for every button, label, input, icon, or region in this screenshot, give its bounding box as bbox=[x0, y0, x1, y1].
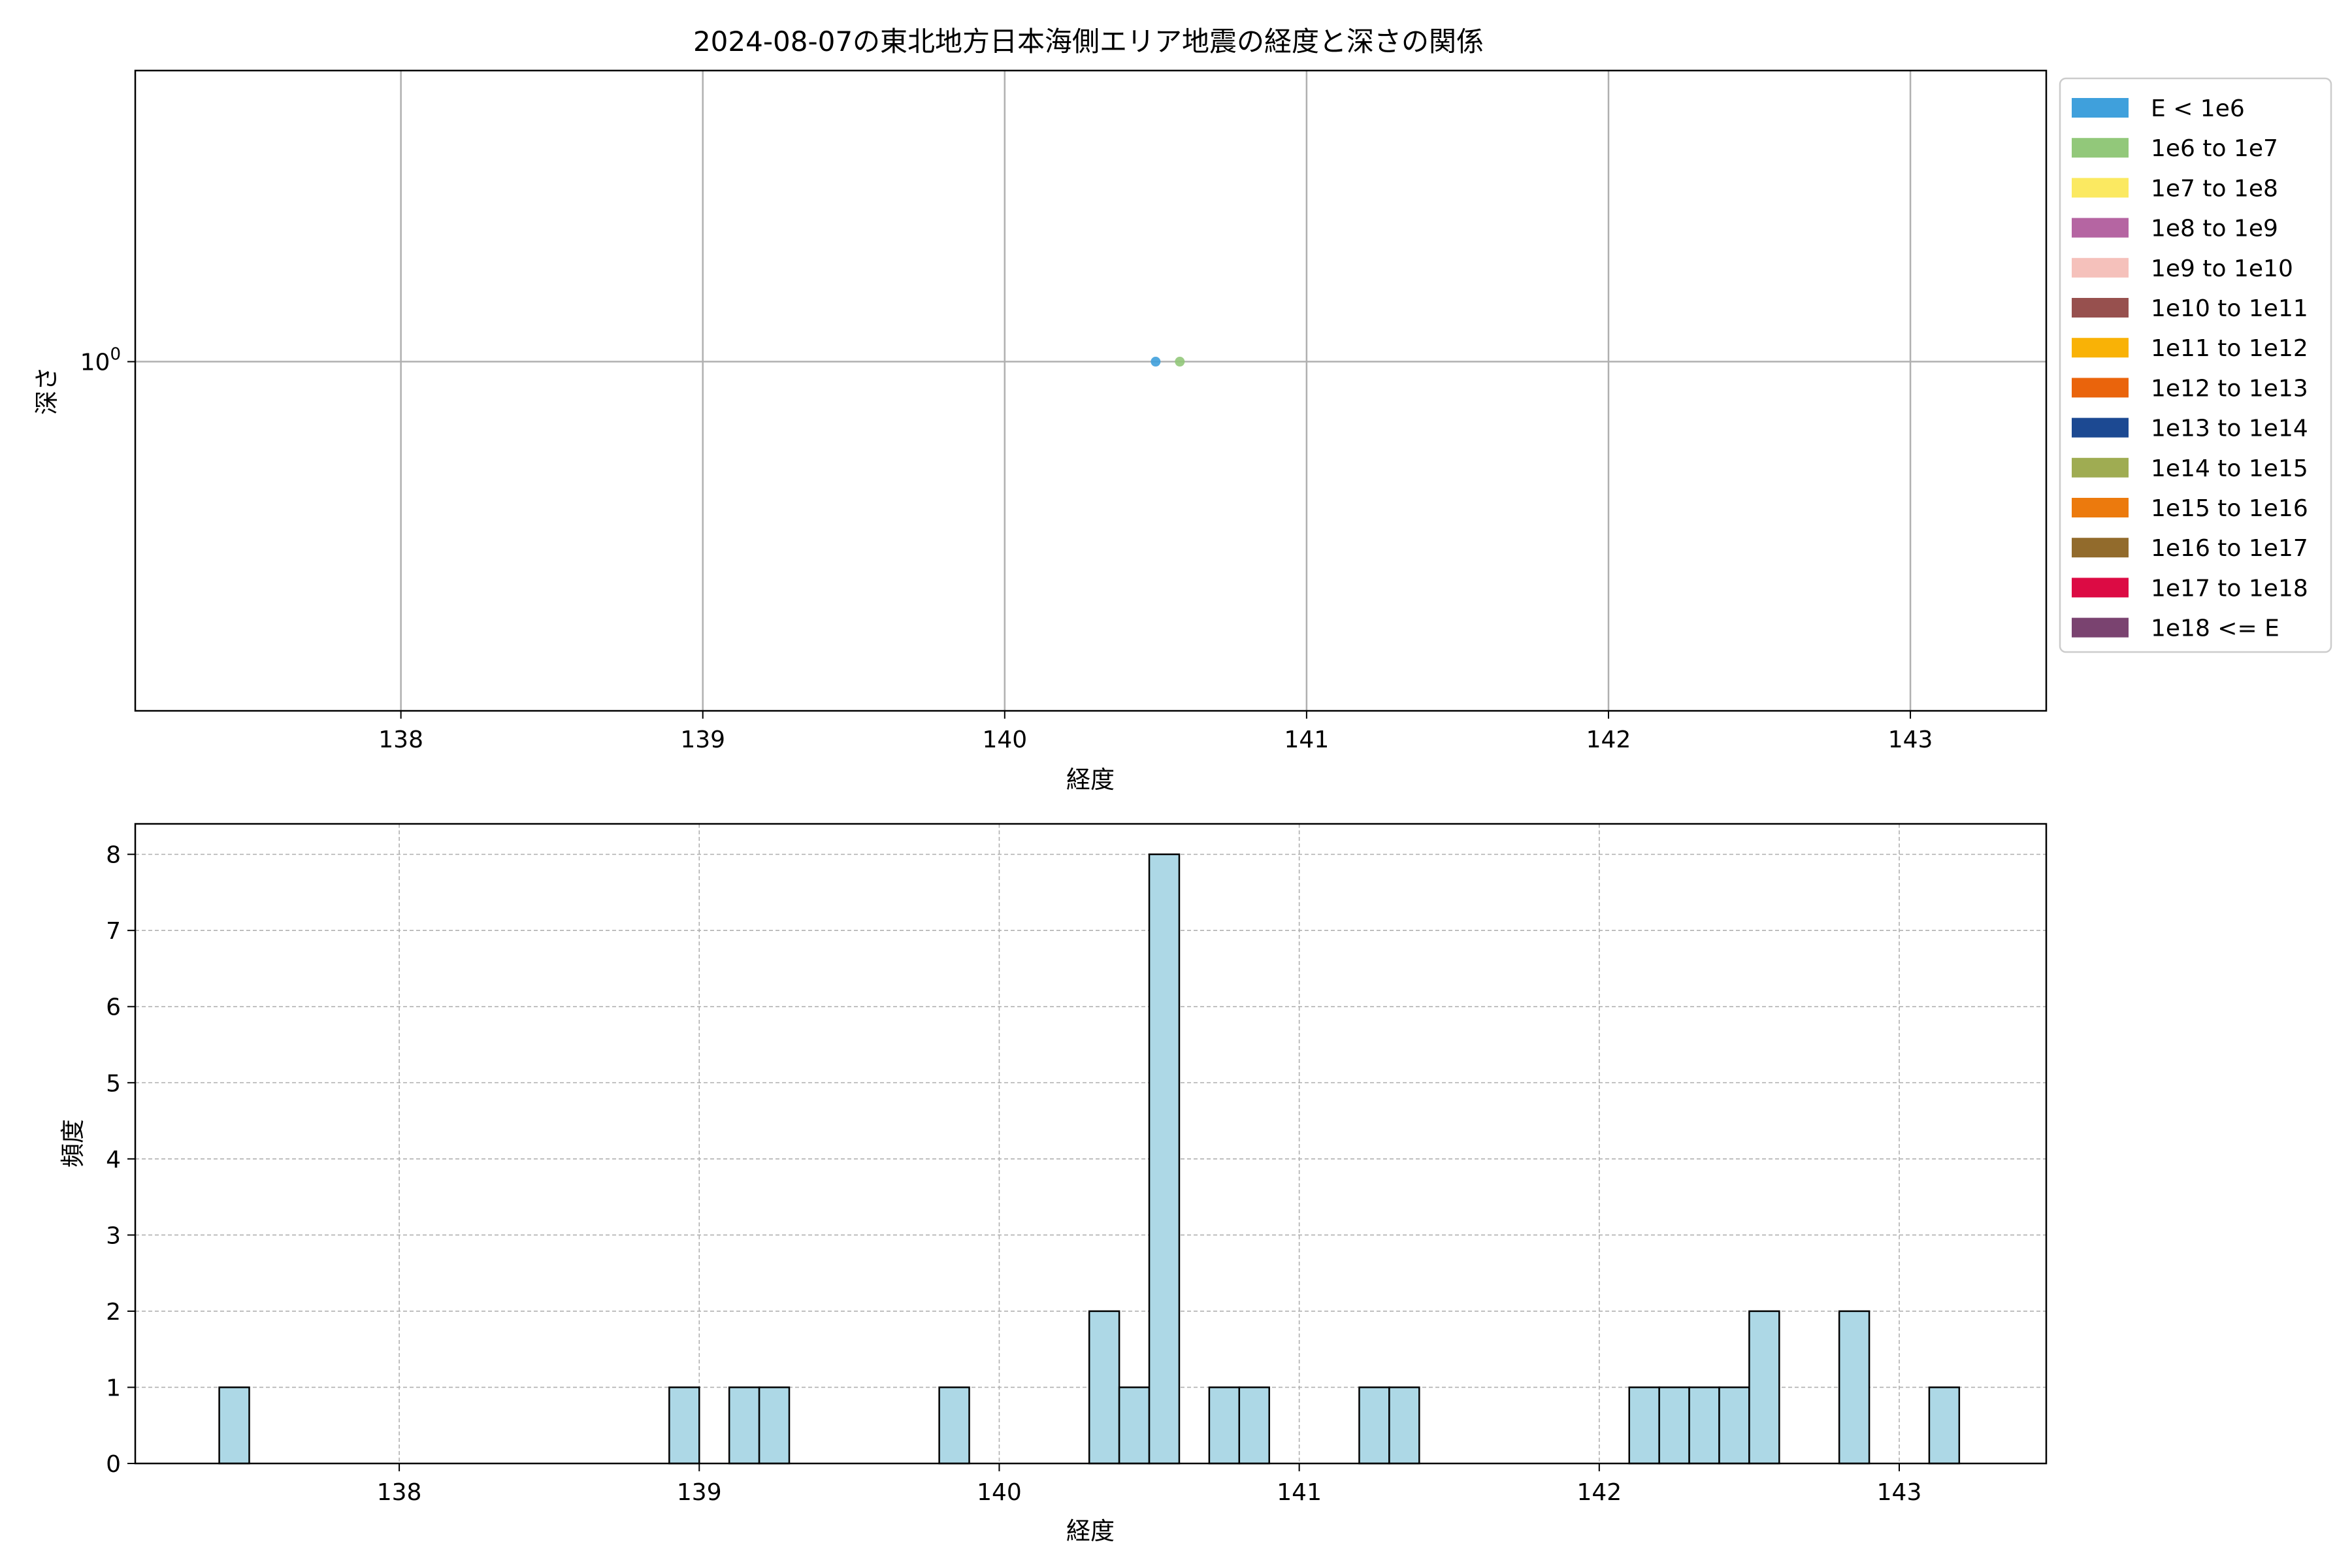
scatter-y-ticks: 100101102 bbox=[80, 345, 135, 376]
scatter-x-tick-label: 142 bbox=[1586, 727, 1631, 753]
legend-swatch bbox=[2072, 578, 2129, 598]
scatter-x-ticks: 138 139 140 141 142 143 bbox=[378, 711, 1933, 753]
histogram-x-tick-label: 143 bbox=[1877, 1479, 1922, 1506]
scatter-x-tick-label: 140 bbox=[982, 727, 1027, 753]
legend-swatch bbox=[2072, 218, 2129, 238]
scatter-x-tick-label: 139 bbox=[680, 727, 725, 753]
scatter-point bbox=[1151, 357, 1161, 367]
scatter-gridlines bbox=[135, 71, 2046, 711]
legend-swatch bbox=[2072, 98, 2129, 118]
legend-label: 1e13 to 1e14 bbox=[2151, 416, 2308, 442]
histogram-bar bbox=[1838, 1310, 1870, 1465]
legend-items: E < 1e6 1e6 to 1e7 1e7 to 1e8 1e8 to 1e9 1e9… bbox=[2072, 95, 2308, 642]
histogram-bar bbox=[1688, 1386, 1720, 1465]
scatter-point bbox=[1175, 357, 1185, 367]
histogram-bar bbox=[1748, 1310, 1780, 1465]
histogram-y-tick-label: 6 bbox=[106, 994, 121, 1021]
histogram-y-axis-label: 頻度 bbox=[59, 1119, 87, 1168]
histogram-bar bbox=[1658, 1386, 1690, 1465]
histogram-bar bbox=[1358, 1386, 1390, 1465]
legend-label: 1e12 to 1e13 bbox=[2151, 375, 2308, 402]
histogram-bar bbox=[218, 1386, 250, 1465]
legend-swatch bbox=[2072, 617, 2129, 638]
legend-label: 1e7 to 1e8 bbox=[2151, 175, 2278, 202]
histogram-x-ticks: 138 139 140 141 142 143 bbox=[377, 1463, 1922, 1506]
legend-swatch bbox=[2072, 298, 2129, 318]
scatter-plot-frame bbox=[134, 69, 2048, 712]
legend-swatch bbox=[2072, 538, 2129, 558]
histogram-x-axis-label: 経度 bbox=[1066, 1517, 1115, 1545]
scatter-x-tick-label: 143 bbox=[1888, 727, 1933, 753]
legend-box bbox=[2059, 77, 2332, 653]
histogram-x-tick-label: 139 bbox=[677, 1479, 722, 1506]
scatter-x-axis-label: 経度 bbox=[1066, 766, 1115, 794]
histogram-y-tick-label: 7 bbox=[106, 918, 121, 945]
histogram-bar bbox=[668, 1386, 700, 1465]
histogram-x-tick-label: 140 bbox=[977, 1479, 1022, 1506]
histogram-x-tick-label: 141 bbox=[1277, 1479, 1322, 1506]
legend-swatch bbox=[2072, 378, 2129, 398]
legend-label: 1e9 to 1e10 bbox=[2151, 255, 2293, 282]
legend-label: E < 1e6 bbox=[2151, 95, 2245, 122]
legend-label: 1e10 to 1e11 bbox=[2151, 295, 2308, 322]
legend-swatch bbox=[2072, 417, 2129, 438]
energy-legend: E < 1e6 1e6 to 1e7 1e7 to 1e8 1e8 to 1e9 1e9… bbox=[2059, 77, 2332, 653]
histogram-panel: 138 139 140 141 142 143 0 1 2 3 4 5 6 7 8 経度 頻度 bbox=[59, 823, 2048, 1545]
legend-label: 1e6 to 1e7 bbox=[2151, 135, 2278, 162]
legend-swatch bbox=[2072, 257, 2129, 278]
histogram-bar bbox=[1718, 1386, 1750, 1465]
histogram-bar bbox=[1388, 1386, 1420, 1465]
legend-swatch bbox=[2072, 338, 2129, 358]
histogram-y-tick-label: 5 bbox=[106, 1070, 121, 1097]
histogram-bar bbox=[1928, 1386, 1961, 1465]
histogram-bar bbox=[758, 1386, 791, 1465]
histogram-bar bbox=[1088, 1310, 1120, 1465]
histogram-y-tick-label: 2 bbox=[106, 1299, 121, 1326]
legend-swatch bbox=[2072, 178, 2129, 198]
scatter-points bbox=[1151, 357, 1185, 367]
scatter-y-axis-label: 深さ bbox=[33, 367, 61, 415]
histogram-x-tick-label: 138 bbox=[377, 1479, 422, 1506]
legend-label: 1e14 to 1e15 bbox=[2151, 455, 2308, 482]
histogram-plot-frame bbox=[134, 823, 2048, 1465]
histogram-y-tick-label: 3 bbox=[106, 1222, 121, 1249]
legend-label: 1e15 to 1e16 bbox=[2151, 495, 2308, 522]
legend-label: 1e18 <= E bbox=[2151, 615, 2279, 642]
legend-label: 1e17 to 1e18 bbox=[2151, 575, 2308, 602]
legend-swatch bbox=[2072, 138, 2129, 158]
histogram-y-ticks: 0 1 2 3 4 5 6 7 8 bbox=[106, 842, 135, 1478]
histogram-bar bbox=[1208, 1386, 1241, 1465]
histogram-y-tick-label: 8 bbox=[106, 842, 121, 869]
scatter-y-tick-label: 100 bbox=[80, 345, 121, 376]
chart-title: 2024-08-07の東北地方日本海側エリア地震の経度と深さの関係 bbox=[693, 25, 1484, 57]
histogram-bar bbox=[728, 1386, 760, 1465]
histogram-y-tick-label: 0 bbox=[106, 1451, 121, 1478]
histogram-bar bbox=[1238, 1386, 1270, 1465]
scatter-x-tick-label: 138 bbox=[378, 727, 423, 753]
scatter-x-tick-label: 141 bbox=[1284, 727, 1330, 753]
legend-label: 1e16 to 1e17 bbox=[2151, 535, 2308, 562]
legend-label: 1e8 to 1e9 bbox=[2151, 216, 2278, 242]
histogram-bar bbox=[1148, 853, 1181, 1465]
histogram-y-tick-label: 1 bbox=[106, 1375, 121, 1401]
legend-swatch bbox=[2072, 498, 2129, 517]
histogram-y-tick-label: 4 bbox=[106, 1147, 121, 1173]
legend-label: 1e11 to 1e12 bbox=[2151, 335, 2308, 362]
histogram-bar bbox=[1628, 1386, 1660, 1465]
histogram-bars bbox=[218, 853, 1961, 1465]
histogram-x-tick-label: 142 bbox=[1576, 1479, 1622, 1506]
legend-swatch bbox=[2072, 457, 2129, 478]
scatter-panel: 138 139 140 141 142 143 100101102 経度 深さ bbox=[33, 69, 2048, 794]
histogram-bar bbox=[938, 1386, 970, 1465]
histogram-bar bbox=[1118, 1386, 1151, 1465]
